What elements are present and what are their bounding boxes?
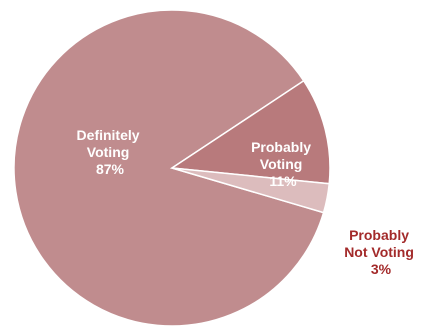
slice-label-definitely-voting: Definitely Voting 87% <box>77 127 144 177</box>
slice-label-line: Probably <box>251 139 311 155</box>
slice-value-label: 87% <box>96 161 125 177</box>
slice-label-line: Definitely <box>77 127 140 143</box>
slice-value-label: 3% <box>371 261 392 277</box>
pie-slice-probably-voting <box>169 79 331 185</box>
pie-slices <box>13 9 331 327</box>
pie-slice-probably-not-voting <box>171 167 331 214</box>
slice-value-label: 11% <box>269 173 297 189</box>
pie-slice-definitely-voting <box>13 9 325 327</box>
slice-label-line: Not Voting <box>344 244 414 260</box>
slice-label-probably-not-voting: Probably Not Voting 3% <box>344 227 418 277</box>
pie-labels: Definitely Voting 87% Probably Voting 11… <box>77 127 418 277</box>
slice-label-probably-voting: Probably Voting 11% <box>251 139 315 189</box>
slice-label-line: Voting <box>87 144 130 160</box>
slice-label-line: Voting <box>260 156 303 172</box>
slice-label-line: Probably <box>349 227 409 243</box>
